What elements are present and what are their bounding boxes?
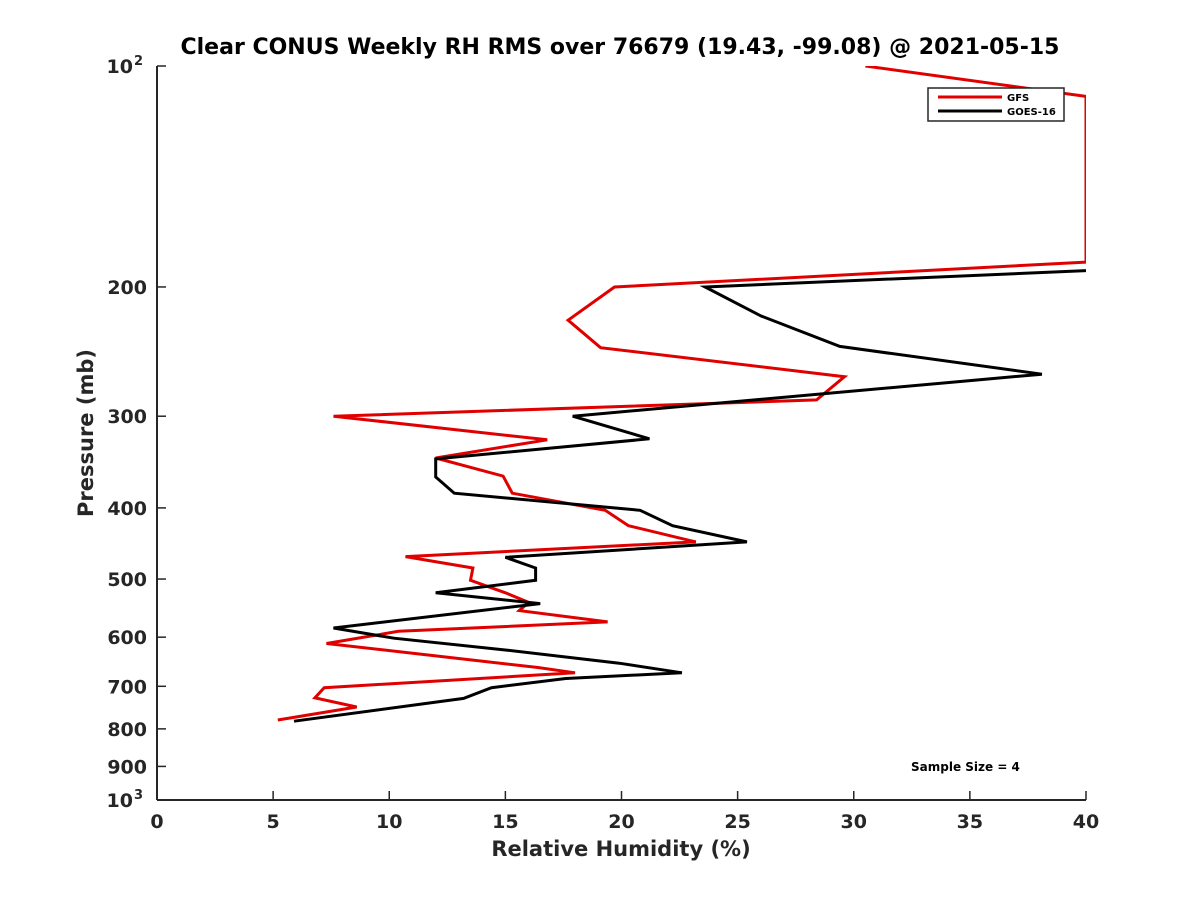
y-tick-label: 200: [107, 277, 147, 299]
y-tick-exponent: 2: [134, 54, 143, 69]
y-tick-label: 10: [107, 790, 133, 812]
legend-label-gfs: GFS: [1007, 93, 1029, 104]
x-tick-label: 15: [492, 811, 518, 833]
legend-box: [927, 87, 1065, 122]
y-tick-label: 500: [107, 569, 147, 591]
y-tick-exponent: 3: [134, 788, 143, 803]
x-tick-label: 20: [608, 811, 634, 833]
chart-title: Clear CONUS Weekly RH RMS over 76679 (19…: [181, 35, 1060, 60]
legend: GFS GOES-16: [927, 87, 1065, 122]
x-tick-label: 40: [1073, 811, 1099, 833]
series-line-gfs: [277, 66, 1086, 722]
y-tick-label: 600: [107, 627, 147, 649]
x-tick-label: 0: [150, 811, 163, 833]
x-tick-label: 25: [724, 811, 750, 833]
series-line-goes-16: [293, 269, 1086, 723]
legend-label-goes-16: GOES-16: [1007, 107, 1056, 118]
x-tick-label: 10: [376, 811, 402, 833]
x-tick-label: 30: [841, 811, 867, 833]
sample-size-annotation: Sample Size = 4: [911, 760, 1020, 774]
x-tick-label: 5: [267, 811, 280, 833]
y-tick-label: 300: [107, 406, 147, 428]
y-tick-label: 400: [107, 498, 147, 520]
x-tick-label: 35: [957, 811, 983, 833]
x-axis-label: Relative Humidity (%): [491, 837, 750, 861]
y-tick-label: 700: [107, 676, 147, 698]
y-tick-label: 10: [107, 56, 133, 78]
series-layer: [277, 66, 1086, 723]
y-axis-label: Pressure (mb): [74, 349, 98, 517]
y-tick-label: 900: [107, 756, 147, 778]
y-tick-label: 800: [107, 719, 147, 741]
